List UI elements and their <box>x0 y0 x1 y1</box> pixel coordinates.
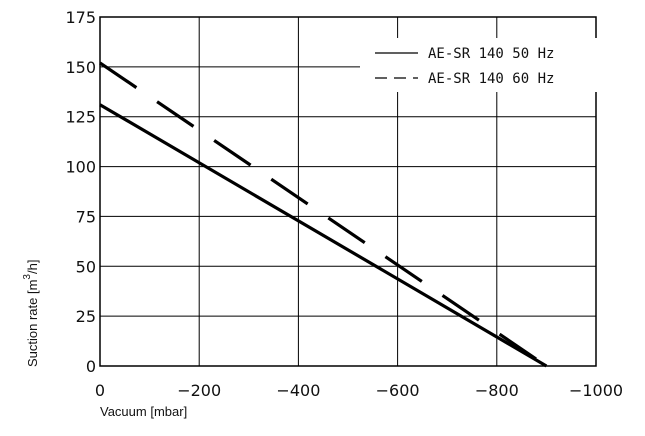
x-axis-label: Vacuum [mbar] <box>100 404 187 419</box>
y-tick-label: 25 <box>76 307 96 326</box>
legend-box <box>360 38 600 92</box>
y-tick-label: 100 <box>65 158 96 177</box>
y-axis-label: Suction rate [m3/h] <box>22 260 40 367</box>
x-tick-label: −400 <box>276 381 320 400</box>
y-axis-label-end: /h] <box>25 260 40 274</box>
series-line-60hz <box>99 61 548 368</box>
x-tick-label: 0 <box>95 381 105 400</box>
legend: AE-SR 140 50 Hz AE-SR 140 60 Hz <box>360 38 600 92</box>
x-tick-labels: 0 −200 −400 −600 −800 −1000 <box>95 381 623 400</box>
y-axis-label-main: Suction rate [m <box>25 280 40 367</box>
x-tick-label: −200 <box>177 381 221 400</box>
y-tick-label: 75 <box>76 207 96 226</box>
series-lines <box>99 61 548 368</box>
y-tick-label: 125 <box>65 108 96 127</box>
y-axis-label-superscript: 3 <box>22 274 33 280</box>
plot-frame <box>99 16 597 367</box>
y-tick-label: 0 <box>86 357 96 376</box>
x-tick-label: −1000 <box>569 381 623 400</box>
x-tick-label: −600 <box>376 381 420 400</box>
series-line-50hz <box>99 103 548 368</box>
y-tick-label: 175 <box>65 8 96 27</box>
legend-label-50hz: AE-SR 140 50 Hz <box>428 46 554 62</box>
y-tick-label: 50 <box>76 257 96 276</box>
x-tick-label: −800 <box>475 381 519 400</box>
legend-label-60hz: AE-SR 140 60 Hz <box>428 71 554 87</box>
y-tick-labels: 0 25 50 75 100 125 150 175 <box>65 8 96 376</box>
y-tick-label: 150 <box>65 58 96 77</box>
